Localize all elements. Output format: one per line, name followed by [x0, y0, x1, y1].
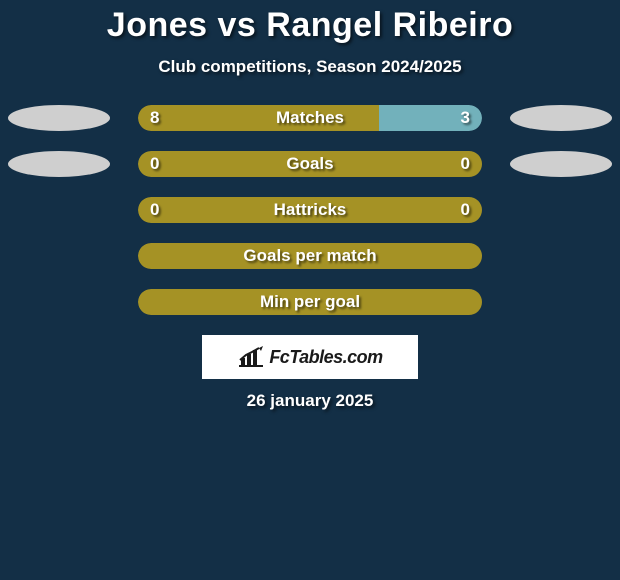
- player1-name: Jones: [107, 6, 208, 44]
- stat-bar-goals-per-match: Goals per match: [138, 243, 482, 269]
- bar-fill-player1: [138, 197, 482, 223]
- player2-ellipse-icon: [510, 105, 612, 131]
- bar-fill-player1: [138, 151, 482, 177]
- subtitle: Club competitions, Season 2024/2025: [0, 57, 620, 77]
- player1-ellipse-icon: [8, 151, 110, 177]
- stat-row-goals: 00Goals: [0, 151, 620, 177]
- footer-date: 26 january 2025: [0, 391, 620, 411]
- bar-fill-player2: [379, 105, 482, 131]
- stat-bar-hattricks: 00Hattricks: [138, 197, 482, 223]
- player1-ellipse-icon: [8, 105, 110, 131]
- stats-rows: 83Matches 00Goals 00Hattricks Goals per mat…: [0, 105, 620, 315]
- bar-chart-icon: [237, 346, 265, 368]
- stat-row-hattricks: 00Hattricks: [0, 197, 620, 223]
- player2-name: Rangel Ribeiro: [266, 6, 513, 44]
- bar-fill-player1: [138, 105, 379, 131]
- comparison-card: Jones vs Rangel Ribeiro Club competition…: [0, 0, 620, 411]
- stat-bar-matches: 83Matches: [138, 105, 482, 131]
- stat-row-min-per-goal: Min per goal: [0, 289, 620, 315]
- bar-fill-player1: [138, 289, 482, 315]
- stat-row-goals-per-match: Goals per match: [0, 243, 620, 269]
- vs-text: vs: [218, 6, 257, 44]
- player2-ellipse-icon: [510, 151, 612, 177]
- logo-box: FcTables.com: [202, 335, 418, 379]
- logo-text: FcTables.com: [269, 347, 382, 368]
- page-title: Jones vs Rangel Ribeiro: [0, 6, 620, 45]
- stat-bar-min-per-goal: Min per goal: [138, 289, 482, 315]
- stat-bar-goals: 00Goals: [138, 151, 482, 177]
- logo: FcTables.com: [237, 346, 382, 368]
- bar-fill-player1: [138, 243, 482, 269]
- stat-row-matches: 83Matches: [0, 105, 620, 131]
